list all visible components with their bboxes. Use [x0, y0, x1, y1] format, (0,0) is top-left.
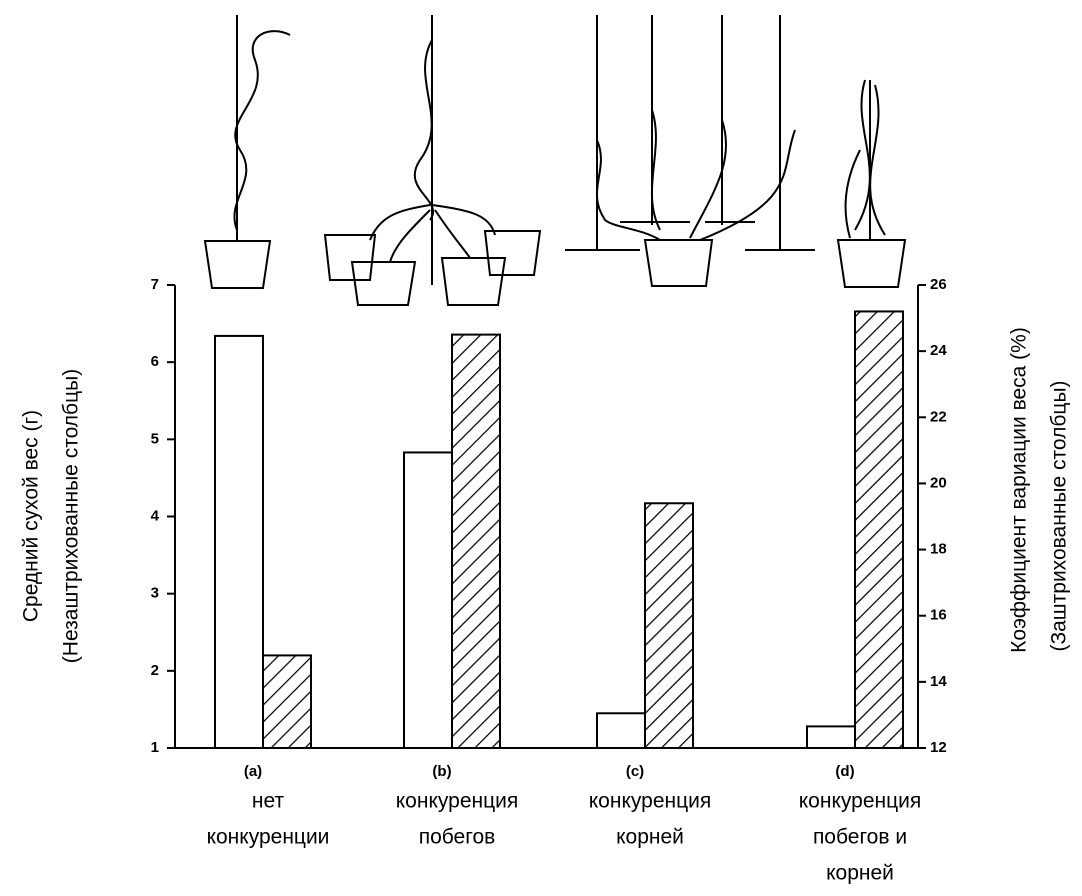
- y-tick-label: 3: [151, 585, 159, 602]
- y2-tick-label: 14: [930, 673, 947, 690]
- y2-axis-label: Коэффициент вариации веса (%): [1008, 327, 1031, 653]
- x-tick-label: (d): [835, 763, 854, 780]
- y-tick-label: 7: [151, 276, 159, 293]
- category-description: корней: [826, 862, 894, 885]
- bar: [645, 503, 693, 748]
- y-tick-label: 5: [151, 430, 159, 447]
- y-tick-label: 6: [151, 353, 159, 370]
- category-description: корней: [616, 826, 684, 849]
- y2-axis-label: (Заштрихованные столбцы): [1048, 380, 1071, 651]
- bar: [215, 336, 263, 748]
- y-axis-label: (Незаштрихованные столбцы): [60, 369, 83, 663]
- bar: [807, 726, 855, 748]
- category-description: конкуренция: [396, 790, 518, 813]
- x-tick-label: (c): [626, 763, 644, 780]
- category-description: побегов: [419, 826, 496, 849]
- y2-tick-label: 24: [930, 342, 947, 359]
- y2-tick-label: 18: [930, 541, 947, 558]
- bar: [263, 655, 311, 748]
- y-tick-label: 1: [151, 739, 159, 756]
- category-description: нет: [252, 790, 285, 813]
- y2-tick-label: 22: [930, 408, 947, 425]
- chart: Средний сухой вес (г) (Незаштрихованные …: [0, 0, 1082, 896]
- category-description: конкуренция: [799, 790, 921, 813]
- plant-illustrations: [205, 15, 905, 305]
- x-tick-label: (a): [244, 763, 262, 780]
- y2-tick-label: 26: [930, 276, 947, 293]
- y-tick-label: 4: [151, 507, 160, 524]
- bar: [597, 713, 645, 748]
- bar: [855, 311, 903, 748]
- y2-tick-label: 16: [930, 607, 947, 624]
- y2-tick-label: 12: [930, 739, 947, 756]
- bar: [452, 335, 500, 748]
- category-description: конкуренция: [589, 790, 711, 813]
- y-axis-label: Средний сухой вес (г): [20, 410, 43, 622]
- y-tick-label: 2: [151, 662, 159, 679]
- x-tick-label: (b): [432, 763, 451, 780]
- category-description: конкуренции: [207, 826, 330, 849]
- bar: [404, 452, 452, 748]
- y2-tick-label: 20: [930, 474, 947, 491]
- category-description: побегов и: [813, 826, 907, 849]
